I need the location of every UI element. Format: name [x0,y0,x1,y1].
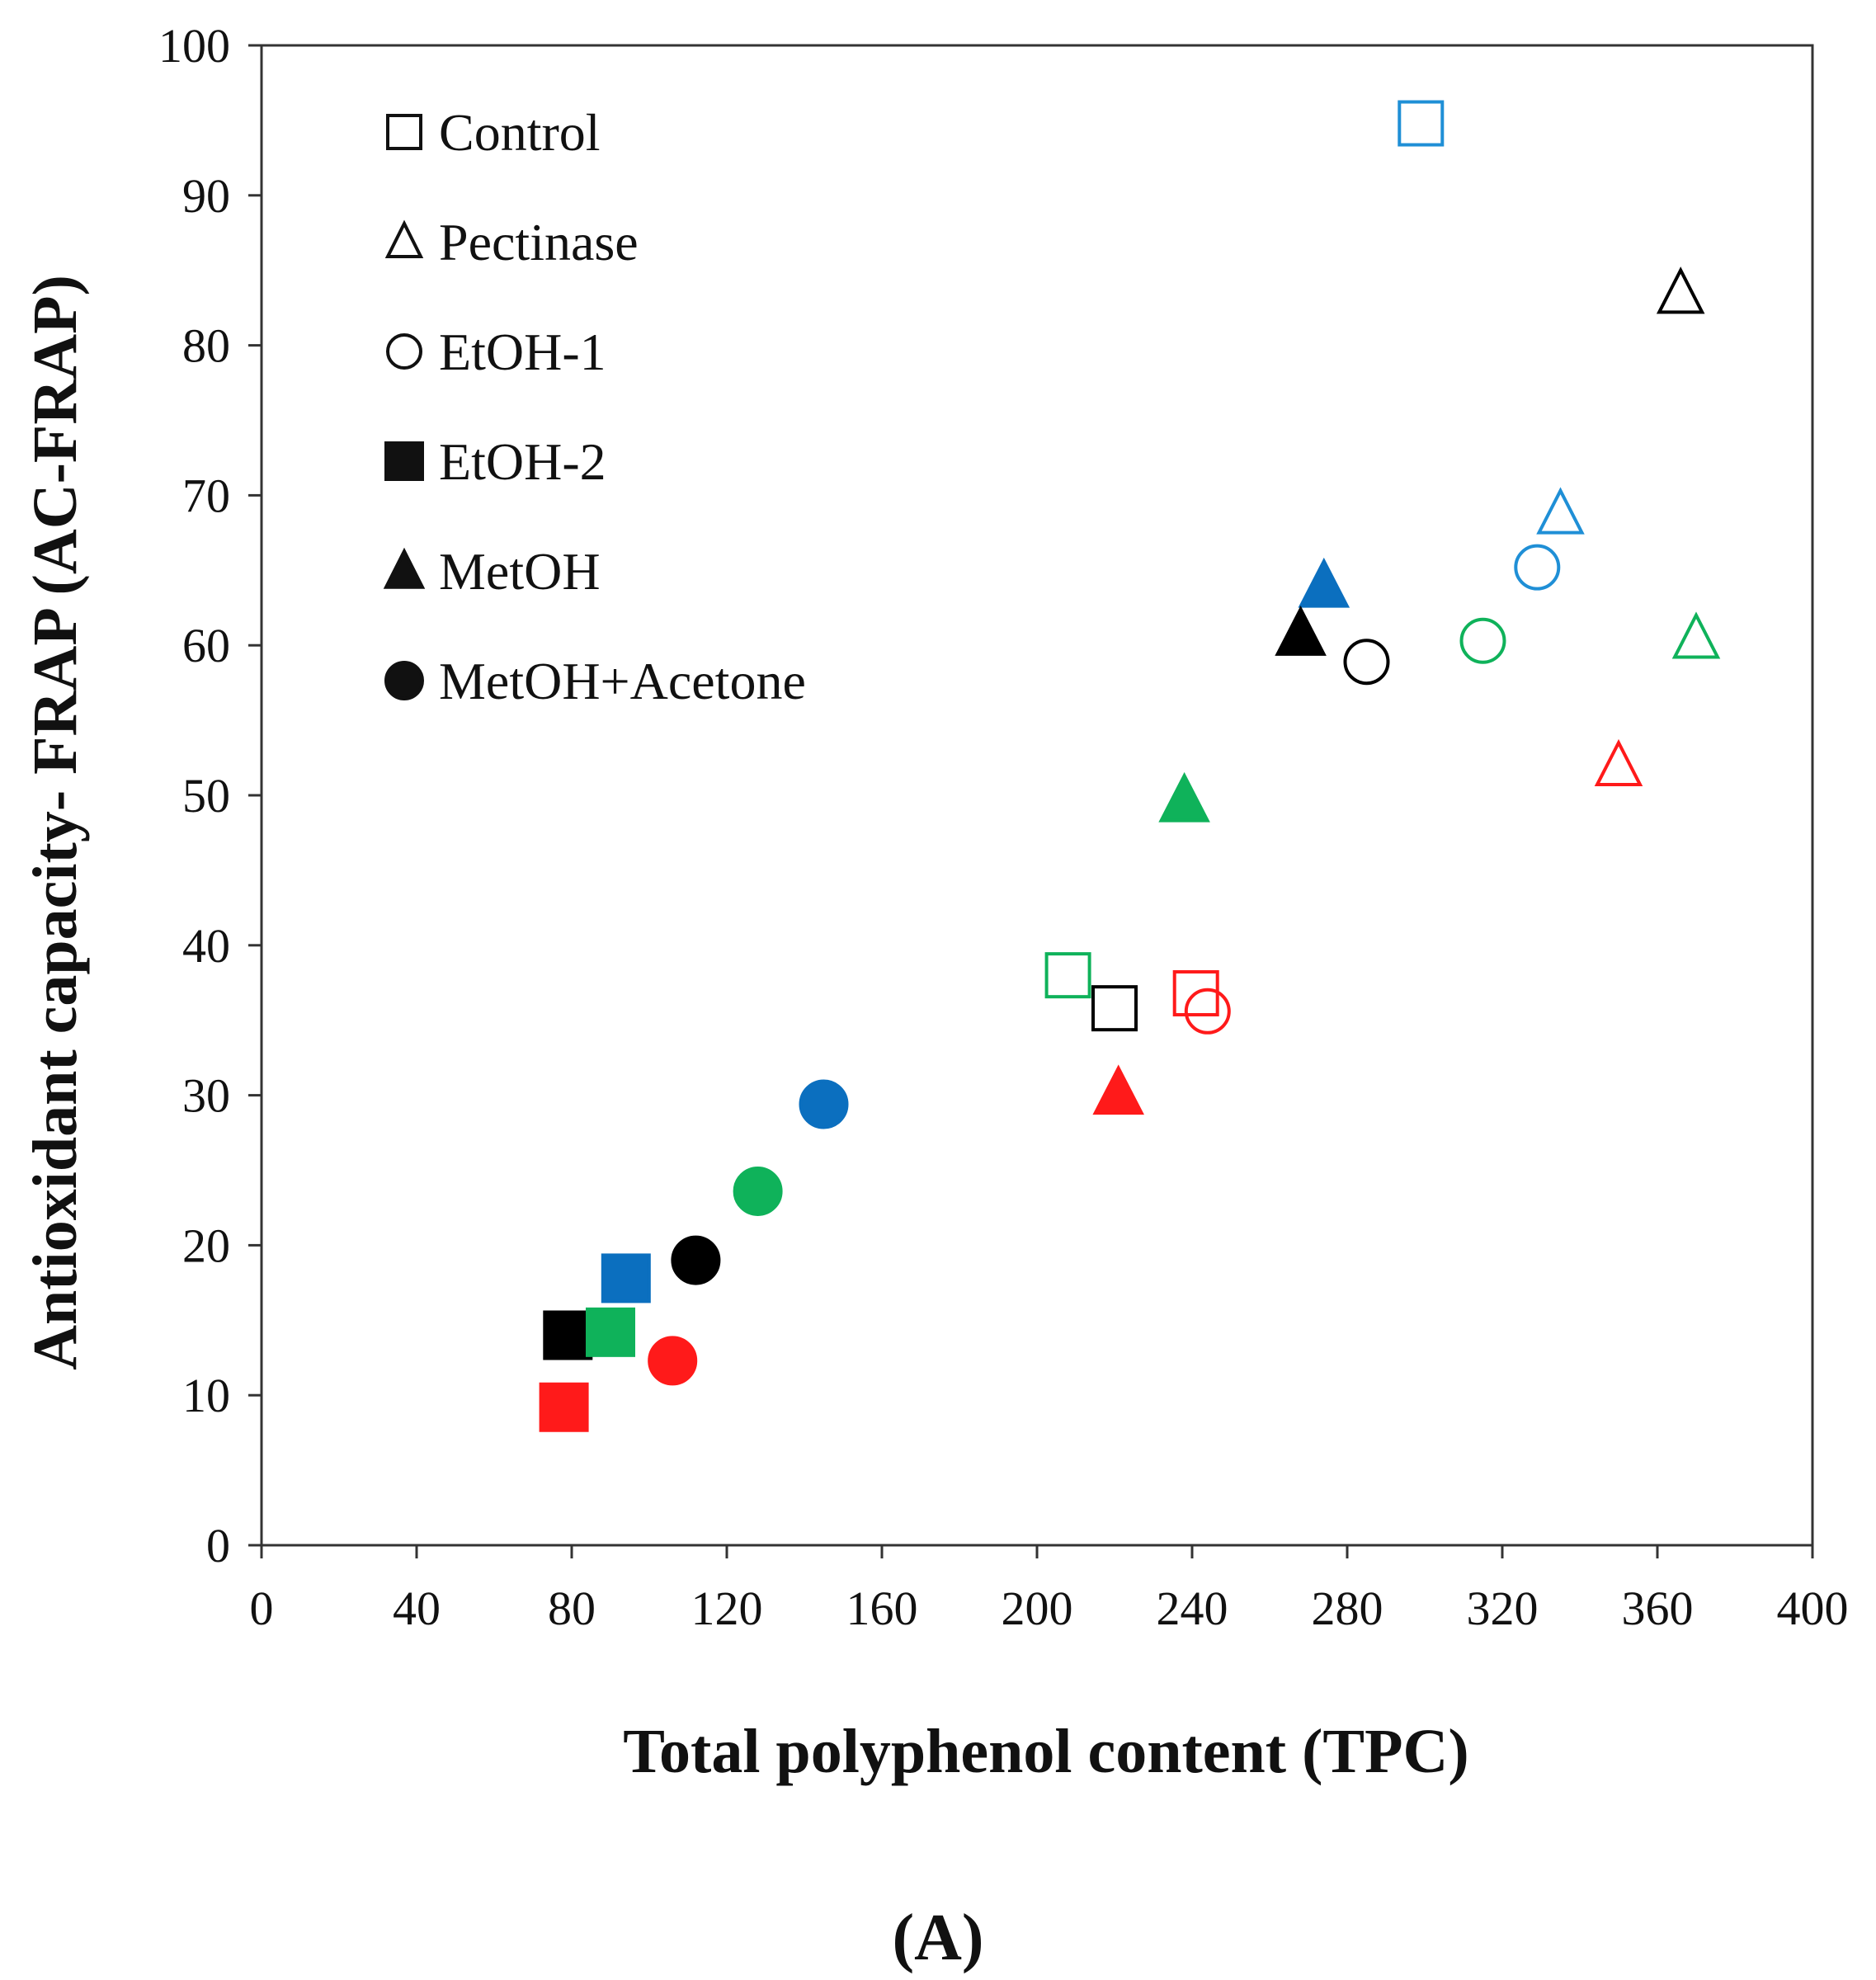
legend-label: MetOH [439,542,601,601]
x-tick-label: 0 [250,1582,274,1635]
x-tick-label: 240 [1157,1582,1228,1635]
legend: Control Pectinase EtOH-1 EtOH-2 MetOH MetOH+A… [383,103,806,710]
y-tick-label: 20 [182,1219,230,1272]
y-tick-label: 100 [158,19,230,73]
panel-label: (A) [892,1902,983,1974]
x-tick-label: 280 [1312,1582,1383,1635]
data-point-triangle [1298,557,1350,608]
legend-marker-triangle [384,219,424,258]
data-point-square [543,1310,593,1360]
data-point-triangle [1275,606,1327,656]
legend-marker-circle [386,333,422,370]
data-point-triangle [1092,1064,1144,1115]
data-point-circle [733,1166,783,1216]
y-tick-label: 0 [206,1519,230,1572]
data-point-triangle [1158,771,1210,823]
y-axis-title: Antioxidant capacity- FRAP (AC-FRAP) [21,275,90,1370]
legend-label: Control [439,103,601,162]
legend-label: MetOH+Acetone [439,652,806,710]
x-tick-label: 80 [548,1582,596,1635]
legend-marker-circle [384,661,424,700]
data-point-circle [1184,988,1231,1035]
data-point-triangle [1656,266,1705,314]
y-axis-ticks: 0 10 20 30 40 50 60 70 80 90 100 [158,19,262,1572]
y-tick-label: 50 [182,769,230,823]
y-tick-label: 30 [182,1069,230,1123]
x-tick-label: 120 [691,1582,763,1635]
data-point-circle [799,1079,849,1129]
data-point-square [586,1307,635,1357]
y-tick-label: 70 [182,469,230,522]
y-tick-label: 60 [182,619,230,672]
data-point-square [539,1382,589,1432]
data-points [539,100,1721,1432]
data-point-circle [671,1235,721,1285]
y-tick-label: 40 [182,919,230,973]
data-point-circle [1514,544,1561,591]
legend-label: Pectinase [439,213,639,271]
legend-label: EtOH-1 [439,323,606,381]
y-tick-label: 80 [182,319,230,373]
legend-label: EtOH-2 [439,432,606,491]
y-tick-label: 10 [182,1369,230,1422]
x-tick-label: 320 [1467,1582,1539,1635]
data-point-triangle [1536,487,1585,535]
data-point-circle [1343,639,1390,686]
data-point-triangle [1594,738,1643,787]
y-tick-label: 90 [182,169,230,223]
data-point-square [601,1253,651,1304]
x-tick-label: 40 [393,1582,441,1635]
x-tick-label: 160 [846,1582,918,1635]
legend-marker-triangle [383,547,426,589]
data-point-circle [648,1336,698,1386]
legend-marker-square [384,441,424,481]
x-tick-label: 360 [1622,1582,1694,1635]
legend-marker-square [386,114,422,150]
x-tick-label: 200 [1002,1582,1073,1635]
data-point-square [1091,985,1138,1032]
x-axis-title: Total polyphenol content (TPC) [623,1717,1468,1786]
data-point-circle [1459,617,1506,664]
x-tick-label: 400 [1777,1582,1849,1635]
data-point-triangle [1671,611,1721,659]
data-point-square [1398,100,1445,147]
x-axis-ticks: 0 40 80 120 160 200 240 280 320 360 400 [250,1545,1849,1635]
data-point-square [1044,952,1091,999]
